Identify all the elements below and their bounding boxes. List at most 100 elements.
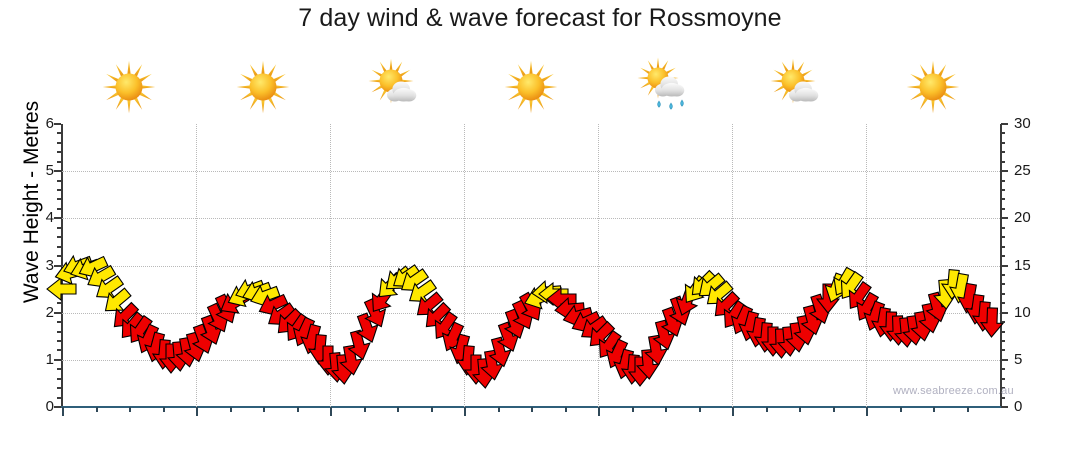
sunny-icon: [500, 56, 562, 118]
x-axis-minor-tick: [564, 407, 567, 412]
right-axis-minor-tick: [1001, 330, 1005, 333]
x-axis-minor-tick: [531, 407, 533, 412]
left-axis-minor-tick: [57, 349, 61, 352]
left-axis-minor-tick: [57, 321, 61, 324]
right-axis-tick-label: 10: [1014, 303, 1031, 321]
x-axis-minor-tick: [229, 407, 232, 412]
gridline-horizontal: [62, 359, 1000, 361]
day-weather-icon-slot: [62, 56, 196, 118]
left-axis-tick-label: 5: [45, 162, 54, 180]
right-axis-major-tick: [1001, 264, 1008, 267]
sunny-icon: [902, 56, 964, 118]
x-axis-day-tick: [62, 407, 64, 416]
right-axis-minor-tick: [1001, 160, 1005, 163]
left-axis-minor-tick: [57, 330, 61, 333]
left-axis-minor-tick: [57, 179, 61, 182]
x-axis-minor-tick: [631, 407, 634, 412]
x-axis-minor-tick: [665, 407, 667, 412]
right-axis-minor-tick: [1001, 396, 1005, 399]
left-axis-tick-label: 6: [45, 115, 54, 132]
x-axis-minor-tick: [832, 407, 835, 412]
x-axis-minor-tick: [497, 407, 500, 412]
gridline-horizontal: [62, 218, 1000, 220]
left-axis-tick-label: 0: [45, 398, 54, 415]
right-axis-major-tick: [1001, 311, 1008, 314]
x-axis-minor-tick: [430, 407, 433, 412]
right-axis-minor-tick: [1001, 207, 1005, 210]
x-axis-minor-tick: [363, 407, 366, 412]
left-axis-tick-label: 3: [45, 256, 54, 274]
day-header-thursday: [196, 36, 330, 118]
day-temperature-range: [330, 36, 464, 54]
sunny-icon: [232, 56, 294, 118]
right-axis-tick-label: 20: [1014, 209, 1031, 227]
day-header-tuesday: [866, 36, 1000, 118]
gridline-vertical: [598, 124, 599, 407]
left-axis-minor-tick: [57, 226, 61, 229]
right-axis-tick-label: 15: [1014, 256, 1031, 274]
x-axis-minor-tick: [129, 407, 131, 412]
left-axis-minor-tick: [57, 255, 61, 258]
left-axis-major-tick: [54, 123, 61, 125]
day-temperature-range: [598, 36, 732, 54]
gridline-vertical: [330, 124, 331, 407]
left-axis-minor-tick: [57, 302, 61, 305]
right-axis-minor-tick: [1001, 302, 1005, 305]
left-axis-major-tick: [54, 217, 61, 220]
left-axis-minor-tick: [57, 160, 61, 163]
right-axis-minor-tick: [1001, 283, 1005, 286]
day-header-friday: [330, 36, 464, 118]
right-axis-minor-tick: [1001, 321, 1005, 324]
x-axis-minor-tick: [765, 407, 768, 412]
left-axis-minor-tick: [57, 207, 61, 210]
x-axis-minor-tick: [263, 407, 265, 412]
right-axis-major-tick: [1001, 170, 1008, 173]
right-axis-minor-tick: [1001, 349, 1005, 352]
left-axis-tick-label: 2: [45, 303, 54, 321]
right-axis-tick-label: 25: [1014, 162, 1031, 180]
day-temperature-range: [62, 36, 196, 54]
day-header-strip: [62, 36, 1000, 124]
left-axis-minor-tick: [57, 132, 61, 135]
day-header-monday: [732, 36, 866, 118]
left-axis-minor-tick: [57, 377, 61, 380]
right-axis-minor-tick: [1001, 141, 1005, 144]
page-title: 7 day wind & wave forecast for Rossmoyne: [298, 4, 782, 32]
left-axis-minor-tick: [57, 189, 61, 192]
day-temperature-range: [732, 36, 866, 54]
x-axis-minor-tick: [162, 407, 165, 412]
gridline-vertical: [732, 124, 733, 407]
x-axis-minor-tick: [296, 407, 299, 412]
left-axis-major-tick: [54, 264, 61, 267]
gridline-horizontal: [62, 265, 1000, 267]
watermark: www.seabreeze.com.au: [893, 385, 1014, 397]
left-axis-tick-label: 4: [45, 209, 54, 227]
partly-cloudy-icon: [366, 56, 428, 118]
right-axis-tick-label: 30: [1014, 115, 1031, 132]
day-header-wednesday: [62, 36, 196, 118]
right-axis-minor-tick: [1001, 226, 1005, 229]
x-axis-day-tick: [598, 407, 600, 416]
day-header-sunday: [598, 36, 732, 118]
left-axis-minor-tick: [57, 245, 61, 248]
left-axis-minor-tick: [57, 339, 61, 342]
day-temperature-range: [464, 36, 598, 54]
day-weather-icon-slot: [196, 56, 330, 118]
x-axis-day-labels: [62, 412, 1000, 472]
x-axis-minor-tick: [799, 407, 801, 412]
left-axis-major-tick: [54, 170, 61, 173]
left-axis-minor-tick: [57, 141, 61, 144]
right-axis-minor-tick: [1001, 151, 1005, 154]
right-axis-major-tick: [1001, 406, 1008, 408]
day-weather-icon-slot: [330, 56, 464, 118]
right-axis-minor-tick: [1001, 245, 1005, 248]
right-axis-minor-tick: [1001, 198, 1005, 201]
x-axis-day-tick: [866, 407, 868, 416]
day-weather-icon-slot: [732, 56, 866, 118]
x-axis-day-tick: [732, 407, 734, 416]
right-axis-minor-tick: [1001, 189, 1005, 192]
right-axis-minor-tick: [1001, 132, 1005, 135]
x-axis-minor-tick: [966, 407, 969, 412]
day-weather-icon-slot: [866, 56, 1000, 118]
